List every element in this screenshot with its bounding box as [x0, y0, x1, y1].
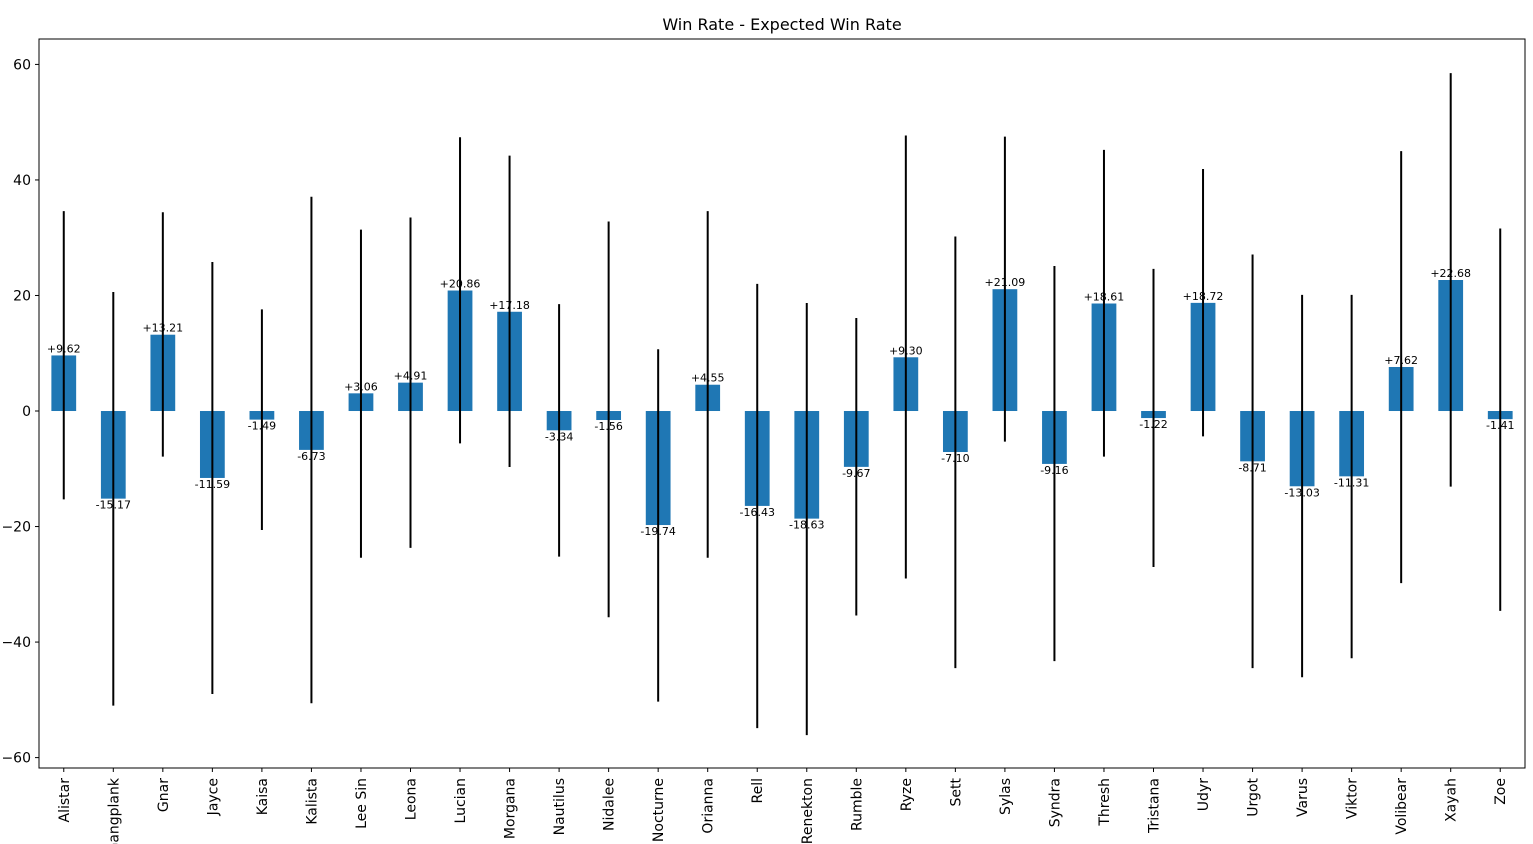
y-tick-label: 0 [22, 404, 31, 420]
data-label: -1.41 [1486, 419, 1514, 432]
data-label: -19.74 [640, 525, 675, 538]
data-label: +13.21 [142, 322, 183, 335]
x-tick-label: Alistar [57, 778, 73, 823]
x-tick-label: Renekton [800, 778, 816, 844]
data-label: +9.62 [47, 342, 81, 355]
x-tick-label: Kalista [304, 778, 320, 825]
plot-area: +9.62 -15.17 +13.21 -11.59 -1.49 -6.73 +3.06 +4… [1, 38, 1526, 844]
x-tick-label: Jayce [205, 778, 221, 816]
data-label: -15.17 [96, 499, 131, 512]
data-label: -13.03 [1284, 486, 1319, 499]
data-label: -11.31 [1334, 476, 1369, 489]
x-tick-label: Viktor [1345, 778, 1361, 819]
x-tick-label: Orianna [701, 778, 717, 834]
x-tick-label: Zoe [1493, 778, 1509, 805]
data-label: +3.06 [344, 380, 378, 393]
data-label: +4.91 [394, 370, 428, 383]
axes-frame [38, 38, 1526, 769]
y-tick-label: −20 [1, 520, 31, 536]
data-label: -16.43 [739, 506, 774, 519]
x-tick-label: Sett [948, 777, 964, 806]
data-label: -8.71 [1238, 461, 1266, 474]
y-tick-label: 60 [13, 57, 31, 73]
x-tick-label: Kaisa [255, 778, 271, 815]
x-tick-label: Rell [750, 778, 766, 804]
data-label: -1.22 [1139, 418, 1167, 431]
x-tick-label: Nidalee [602, 778, 618, 831]
x-tick-label: Xayah [1444, 778, 1460, 822]
y-tick-label: 20 [13, 288, 31, 304]
data-label: +22.68 [1430, 267, 1471, 280]
y-tick-label: −60 [1, 751, 31, 767]
x-tick-label: Rumble [849, 778, 865, 831]
data-label: -1.56 [594, 420, 622, 433]
x-tick-label: Tristana [1147, 778, 1163, 834]
y-tick-label: 40 [13, 173, 31, 189]
data-label: +4.55 [691, 372, 725, 385]
x-tick-label: Urgot [1246, 777, 1262, 816]
data-label: +18.61 [1084, 291, 1125, 304]
x-tick-label: Varus [1295, 778, 1311, 817]
x-tick-label: Lucian [453, 778, 469, 823]
x-tick-label: Syndra [1047, 778, 1063, 827]
data-label: -1.49 [248, 420, 276, 433]
data-label: +7.62 [1384, 354, 1418, 367]
x-tick-label: Udyr [1196, 778, 1212, 811]
x-tick-label: Leona [404, 778, 420, 820]
x-tick-label: Nocturne [651, 778, 667, 842]
data-label: -6.73 [297, 450, 325, 463]
x-tick-label: Sylas [998, 778, 1014, 815]
x-tick-label: Morgana [503, 778, 519, 839]
chart-title: Win Rate - Expected Win Rate [662, 15, 901, 34]
data-label: +9.30 [889, 344, 923, 357]
data-label: -3.34 [545, 430, 573, 443]
data-label: +21.09 [985, 276, 1026, 289]
data-label: +18.72 [1183, 290, 1224, 303]
data-label: +17.18 [489, 299, 530, 312]
x-tick-label: Nautilus [552, 778, 568, 835]
x-tick-label: Gangplank [106, 777, 122, 844]
x-tick-label: Gnar [156, 778, 172, 812]
x-tick-label: Lee Sin [354, 778, 370, 829]
data-label: -18.63 [789, 519, 824, 532]
data-label: +20.86 [440, 278, 481, 291]
x-tick-label: Volibear [1394, 778, 1410, 835]
data-label: -9.67 [842, 467, 870, 480]
x-tick-label: Ryze [899, 778, 915, 811]
y-tick-label: −40 [1, 635, 31, 651]
data-label: -7.10 [941, 452, 969, 465]
x-tick-label: Thresh [1097, 778, 1113, 827]
data-label: -9.16 [1040, 464, 1068, 477]
data-label: -11.59 [195, 478, 230, 491]
